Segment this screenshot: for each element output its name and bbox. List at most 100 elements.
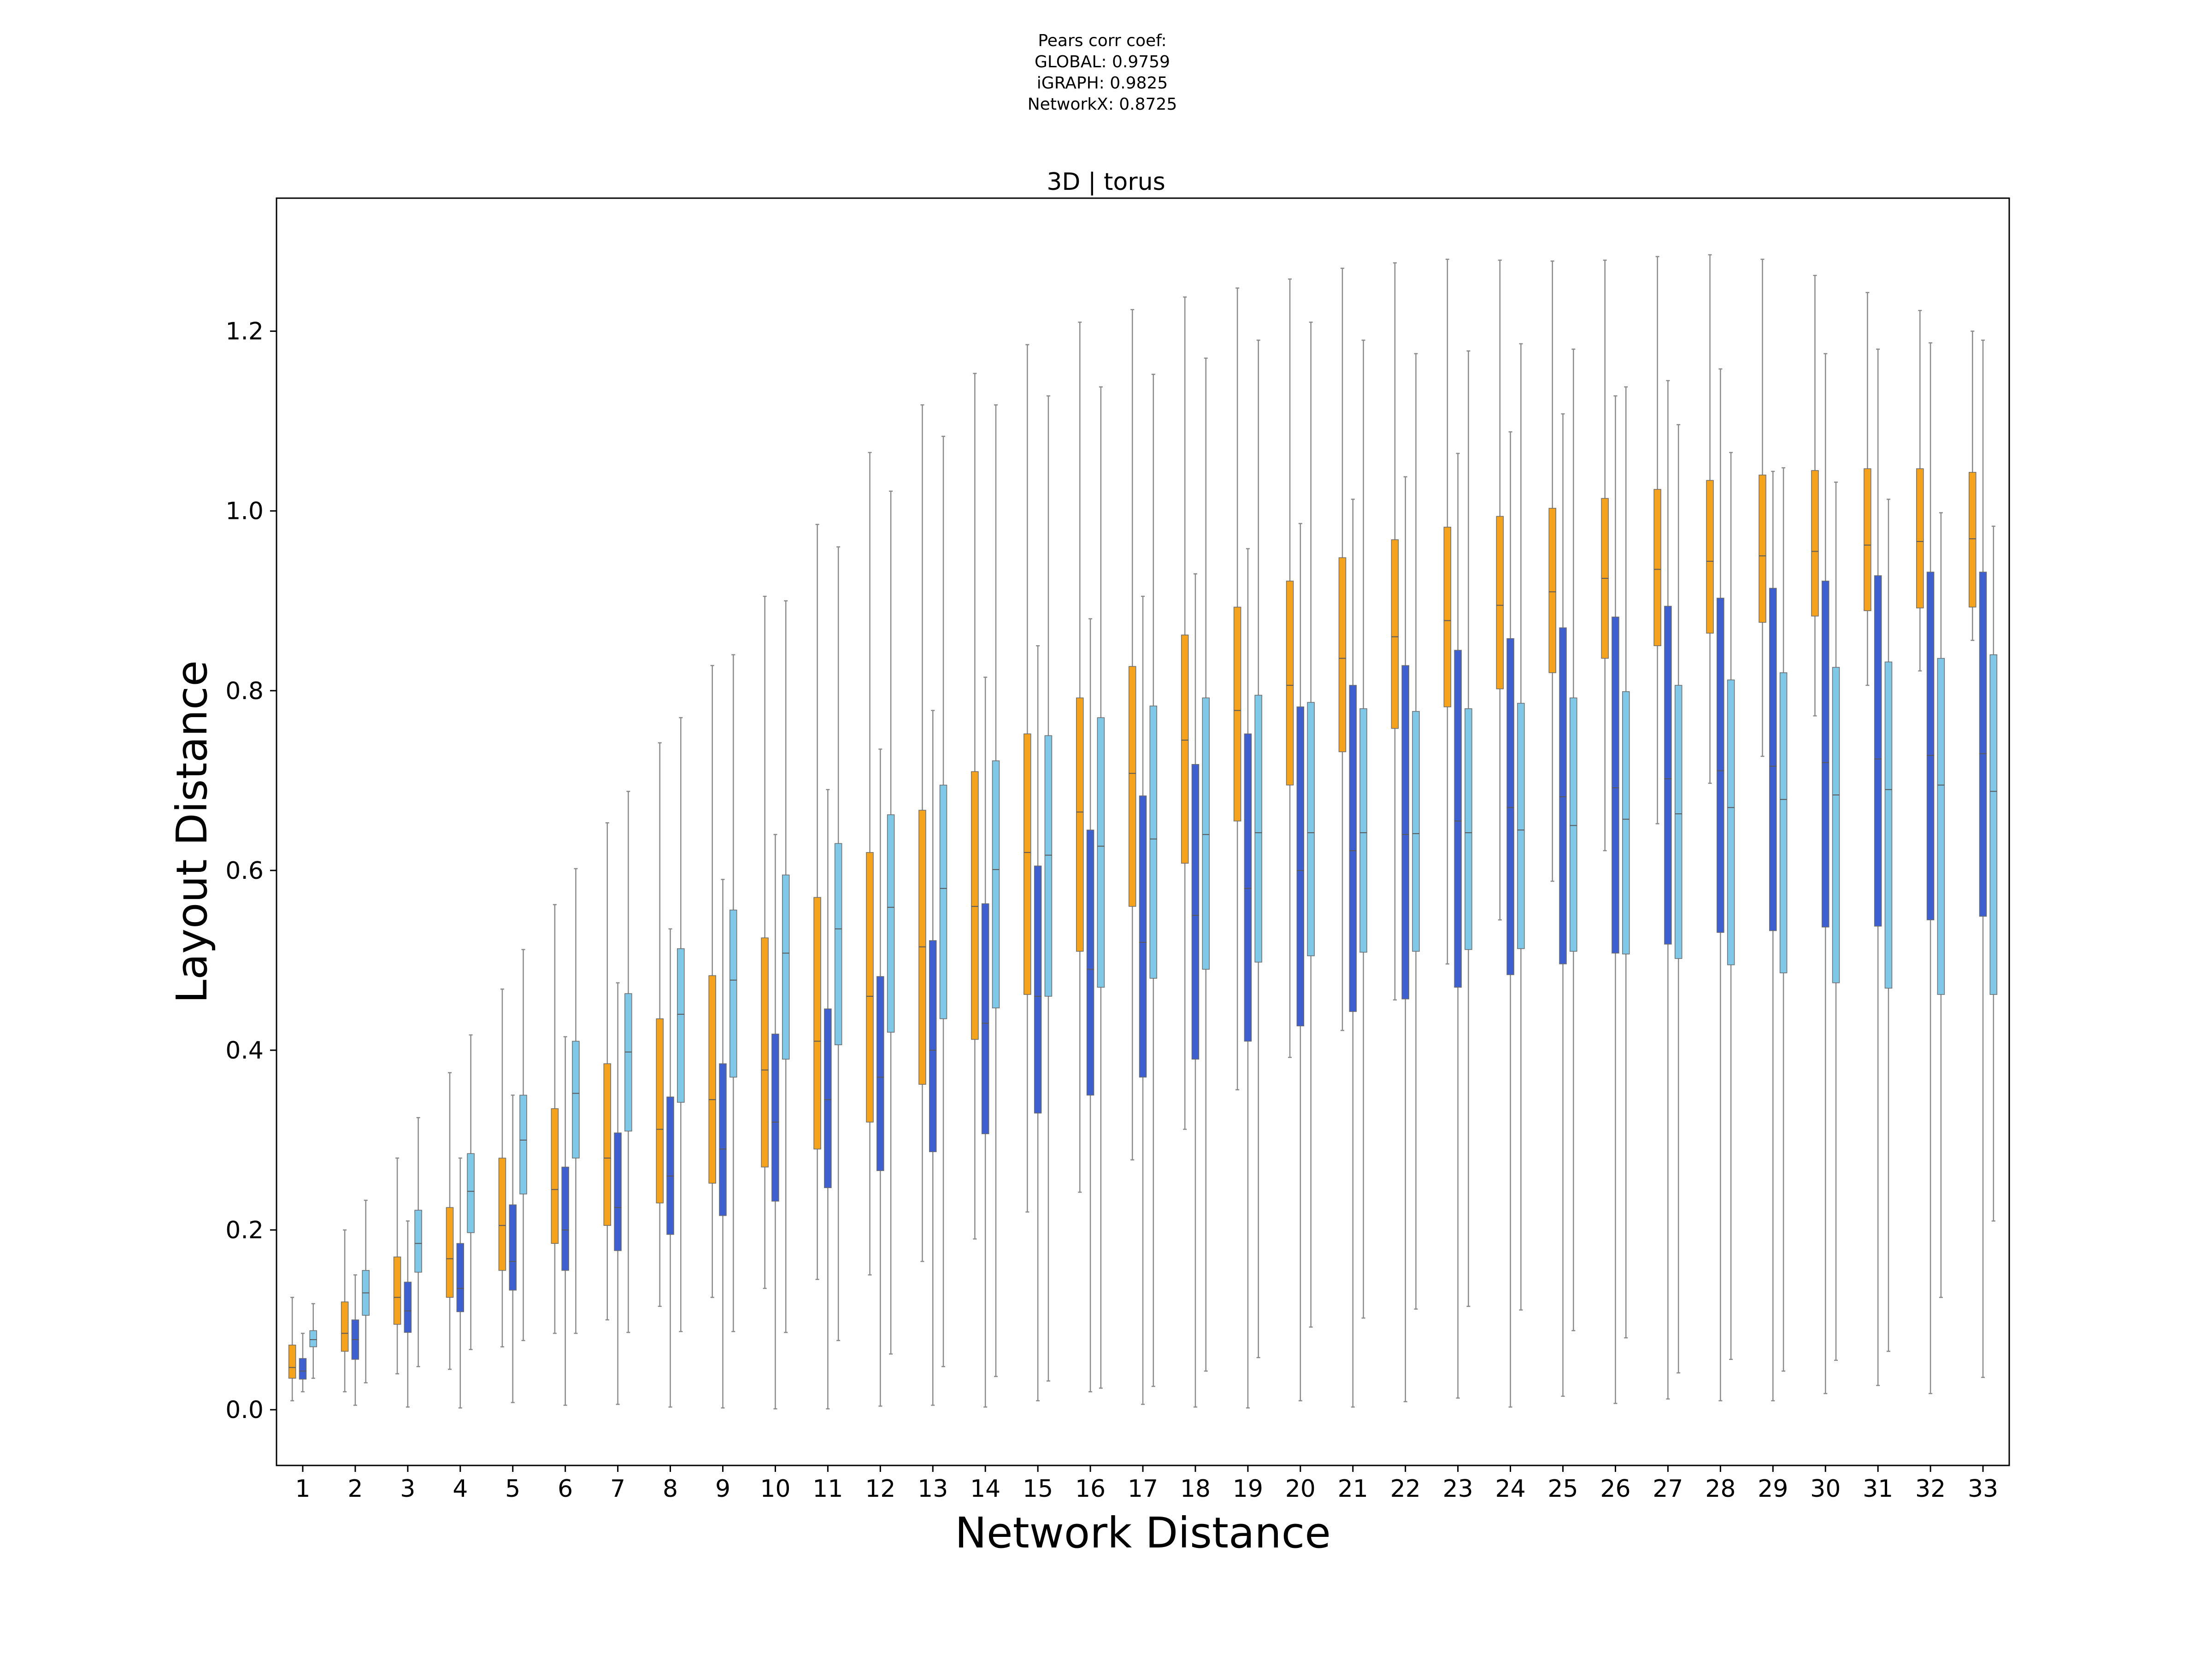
box-body [866,852,874,1123]
box-s2-28 [1717,368,1724,1401]
x-tick-label: 6 [558,1475,573,1503]
box-body [1286,581,1294,786]
box-plot-series [288,254,1998,1410]
x-tick-label: 15 [1023,1475,1053,1503]
x-tick-label: 8 [663,1475,678,1503]
box-s2-24 [1506,431,1514,1408]
box-s1-25 [1548,260,1556,882]
box-body [708,975,716,1184]
box-body [1191,764,1200,1060]
box-s1-24 [1496,259,1504,921]
box-body [1338,557,1347,753]
box-body [404,1282,412,1333]
x-tick-label: 14 [970,1475,1000,1503]
box-s2-9 [719,879,727,1409]
box-s1-7 [603,822,612,1321]
box-s2-7 [614,982,622,1405]
box-s3-18 [1202,357,1210,1372]
box-s3-8 [677,717,685,1332]
box-body [1937,658,1945,995]
box-body [729,909,737,1078]
box-body [1349,685,1357,1012]
box-body [1968,472,1977,608]
box-body [1412,711,1420,952]
box-body [1024,733,1031,995]
box-s1-16 [1076,321,1084,1193]
box-s1-27 [1653,256,1661,824]
box-s1-14 [971,373,979,1240]
box-body [824,1008,832,1188]
box-s1-33 [1968,330,1977,641]
box-body [1559,627,1567,965]
box-body [498,1158,506,1271]
y-tick-label: 0.0 [225,1396,264,1424]
box-body [981,903,989,1135]
box-body [771,1034,779,1202]
box-s1-17 [1128,309,1136,1161]
box-body [992,760,1000,1009]
box-s2-22 [1401,476,1409,1402]
box-s2-21 [1349,499,1357,1408]
box-s2-32 [1926,342,1935,1394]
box-body [1884,661,1893,989]
box-s1-29 [1759,259,1766,757]
box-s2-29 [1769,471,1777,1401]
box-s1-3 [393,1157,401,1375]
suptitle-line-1: Pears corr coef: [1038,31,1166,50]
box-body [1612,617,1619,954]
x-tick-label: 28 [1705,1475,1735,1503]
box-body [624,993,632,1132]
box-body [309,1330,318,1347]
box-body [1244,733,1252,1042]
box-body [299,1358,307,1380]
box-body [1128,666,1136,907]
x-tick-label: 24 [1495,1475,1525,1503]
box-s2-16 [1086,618,1094,1393]
box-s1-30 [1811,275,1819,717]
box-body [1097,717,1105,988]
box-body [1443,527,1452,707]
box-body [677,948,685,1103]
box-body [1653,489,1661,647]
y-tick-label: 0.6 [225,857,264,885]
box-s2-11 [824,789,832,1410]
x-tick-label: 27 [1653,1475,1683,1503]
box-body [446,1207,454,1298]
box-body [813,897,821,1150]
y-tick-label: 1.0 [225,498,264,525]
y-axis-ticks: 0.0 0.2 0.4 0.6 0.8 1.0 1.2 [225,318,276,1424]
box-s2-14 [981,677,989,1408]
x-tick-label: 32 [1915,1475,1946,1503]
box-body [1622,691,1630,954]
box-body [1674,685,1683,959]
box-s2-20 [1296,523,1305,1401]
box-body [1779,672,1788,973]
box-body [1401,665,1409,1000]
box-s2-8 [666,928,674,1408]
box-s3-31 [1884,499,1893,1352]
box-body [1139,795,1147,1078]
box-s3-24 [1517,343,1525,1311]
box-body [1307,702,1315,956]
box-s1-8 [656,742,664,1307]
box-s3-33 [1989,525,1998,1222]
box-body [1044,735,1053,997]
box-s3-21 [1359,339,1367,1319]
box-s2-18 [1191,573,1200,1408]
box-s3-14 [992,404,1000,1377]
x-tick-label: 9 [715,1475,730,1503]
y-axis-label: Layout Distance [167,660,217,1003]
box-body [1811,470,1819,617]
box-body [1874,575,1882,927]
box-s2-3 [404,1220,412,1408]
box-s2-30 [1821,353,1830,1394]
box-body [782,874,790,1060]
box-s3-7 [624,790,632,1333]
box-body [509,1204,517,1291]
box-body [551,1108,559,1244]
box-s3-13 [939,435,947,1367]
box-body [561,1166,569,1271]
x-tick-label: 2 [347,1475,363,1503]
box-s2-15 [1034,645,1042,1401]
box-s3-12 [887,490,895,1355]
